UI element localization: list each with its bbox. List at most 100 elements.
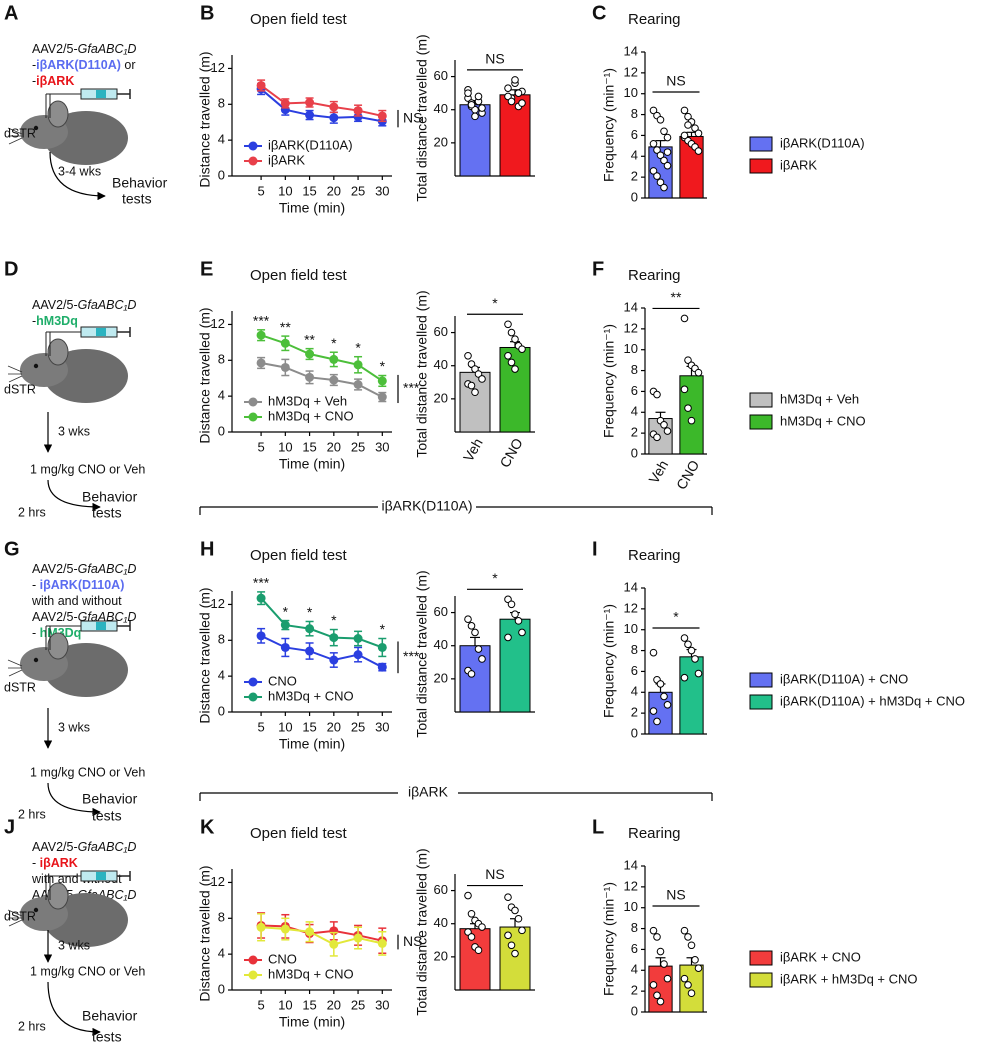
construct-text: AAV2/5-GfaABC₁D [32,298,136,312]
x-tick-label: 5 [257,439,264,454]
legend-marker [248,955,258,965]
individual-point [687,416,696,425]
data-point [329,633,339,643]
individual-point [467,622,476,630]
x-tick-label: 20 [327,439,341,454]
individual-point [684,356,692,364]
y-tick-label: 8 [218,632,225,647]
series-line [260,597,383,649]
individual-point [653,933,661,941]
individual-point [507,600,516,609]
legend-label: hM3Dq + CNO [268,688,354,703]
bar [499,94,531,177]
y-axis-label: Distance travelled (m) [197,51,213,187]
individual-point [656,947,665,956]
individual-point [478,375,486,383]
y-tick-label: 2 [631,705,638,720]
individual-point [518,99,526,107]
data-point [353,112,363,122]
individual-point [653,390,661,399]
construct-segment: GfaABC₁D [78,840,137,854]
panel-letter: H [200,538,214,560]
chart-title: Open field test [250,11,348,28]
data-point [256,593,266,603]
data-point [353,379,363,389]
construct-segment: - [32,578,40,592]
y-tick-label: 40 [434,915,448,930]
individual-point [656,178,665,187]
individual-point [660,692,668,701]
region-label: dSTR [4,909,36,923]
y-tick-label: 8 [218,96,225,111]
significance-star: * [331,612,337,628]
y-tick-label: 14 [624,299,638,314]
individual-point [649,167,658,175]
y-tick-label: 8 [218,910,225,925]
data-point [280,362,290,372]
x-tick-label: 30 [375,997,389,1012]
chart-title: Open field test [250,547,348,564]
data-point [305,624,315,634]
individual-point [663,701,672,709]
panel-letter: B [200,2,214,24]
outcome-label: Behavior [112,175,168,191]
y-tick-label: 60 [434,882,448,897]
y-tick-label: 8 [631,362,638,377]
data-point [280,98,290,108]
data-point [305,372,315,382]
individual-point [507,358,516,367]
y-tick-label: 12 [624,600,638,615]
significance-label: *** [403,380,420,396]
x-tick-label: 5 [257,183,264,198]
construct-text: with and without [31,594,122,608]
legend-swatch [749,694,773,710]
x-tick-label: Veh [460,435,486,464]
construct-text: - iβARK(D110A) [32,578,124,592]
legend-label: iβARK(D110A) + hM3Dq + CNO [780,693,965,708]
construct-segment: - [32,314,36,328]
individual-point [474,370,483,378]
delay-label: 2 hrs [18,505,46,519]
individual-point [471,365,479,373]
y-tick-label: 0 [218,167,225,182]
y-tick-label: 10 [624,899,638,914]
y-tick-label: 0 [218,981,225,996]
wait-label: 3 wks [58,938,90,952]
treatment-label: 1 mg/kg CNO or Veh [30,462,145,476]
legend-marker [248,970,258,980]
y-tick-label: 0 [631,1003,638,1018]
individual-point [684,640,692,649]
individual-point [680,385,689,394]
individual-point [694,368,703,377]
y-tick-label: 14 [624,857,638,872]
legend-swatch [749,136,773,152]
data-point [329,102,339,112]
construct-segment: GfaABC₁D [78,42,137,56]
individual-point [514,914,523,923]
individual-point [511,906,519,915]
individual-point [684,121,692,129]
individual-point [511,76,519,84]
individual-point [684,404,692,412]
y-tick-label: 0 [218,703,225,718]
individual-point [467,381,476,390]
legend-swatch [749,972,773,988]
individual-point [680,634,689,642]
outcome-label: Behavior [82,1008,138,1024]
individual-point [507,97,516,106]
y-tick-label: 60 [434,324,448,339]
significance-label: NS [403,109,422,125]
legend-label: hM3Dq + Veh [268,393,347,408]
individual-point [504,893,512,902]
panel-letter: D [4,258,18,280]
construct-text: - iβARK [32,856,78,870]
region-label: dSTR [4,680,36,694]
significance-star: *** [253,575,270,591]
x-tick-label: 15 [302,183,316,198]
construct-text: -iβARK [32,74,74,88]
individual-point [504,931,512,940]
wait-label: 3 wks [58,424,90,438]
individual-point [660,183,668,192]
individual-point [691,124,699,132]
